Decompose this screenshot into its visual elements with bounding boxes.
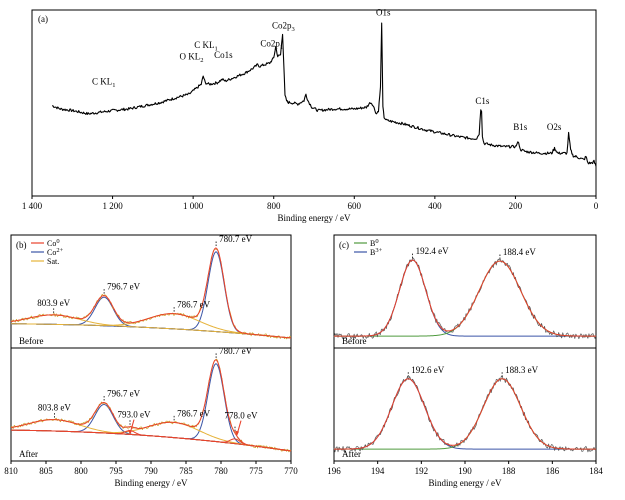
panel-c-fit-envelope (334, 378, 596, 450)
panel-c-legend-entry: B3+ (370, 247, 383, 257)
panel-a-peak-label: C KL1 (194, 40, 218, 53)
panel-a-peak-label: O1s (376, 7, 391, 17)
panel-b-legend-entry: Co2+ (47, 247, 64, 257)
panel-b-x-tick-label: 775 (249, 466, 263, 476)
panel-c-x-tick-label: 196 (327, 466, 341, 476)
panel-c-peak-value-label: 192.6 eV (411, 365, 444, 375)
panel-b-peak-value-label: 803.9 eV (37, 298, 70, 308)
panel-b-peak-value-label: 778.0 eV (225, 411, 258, 421)
panel-b-component-peak (10, 314, 292, 339)
panel-a-label: (a) (38, 14, 48, 24)
panel-b-peak-value-label: 780.7 eV (219, 346, 252, 356)
panel-b-peak-value-label: 803.8 eV (38, 403, 71, 413)
panel-b-x-tick-label: 810 (4, 466, 18, 476)
panel-b-peak-value-label: 796.7 eV (107, 389, 140, 399)
panel-a-x-tick-label: 800 (267, 201, 281, 211)
panel-a-x-tick-label: 1 000 (183, 201, 204, 211)
panel-b-subplot-label: Before (19, 336, 44, 346)
panel-b-peak-value-label: 786.7 eV (177, 408, 210, 418)
panel-b-raw-data (10, 248, 292, 340)
panel-a-peak-label: Co1s (214, 50, 233, 60)
panel-c-x-tick-label: 192 (415, 466, 429, 476)
panel-b-label: (b) (16, 240, 27, 250)
panel-a-x-axis-label: Binding energy / eV (277, 213, 351, 223)
panel-a-frame (31, 9, 597, 197)
panel-c-x-tick-label: 186 (546, 466, 560, 476)
panel-b-fit-envelope (10, 247, 292, 339)
panel-c-peak-value-label: 192.4 eV (416, 246, 449, 256)
panel-a-x-tick-label: 600 (348, 201, 362, 211)
panel-c-x-tick-label: 194 (371, 466, 385, 476)
panel-c-component-peak (334, 259, 596, 337)
panel-b-subplot-label: After (19, 449, 38, 459)
panel-c-raw-data (333, 375, 597, 453)
panel-c-peak-value-label: 188.4 eV (503, 247, 536, 257)
panel-b-legend-entry: Sat. (47, 257, 59, 266)
panel-c-x-axis-label: Binding energy / eV (428, 478, 502, 488)
panel-b-peak-value-label: 786.7 eV (177, 300, 210, 310)
panel-b-x-tick-label: 785 (179, 466, 193, 476)
panel-a-peak-label: Co2p3 (272, 21, 295, 33)
panel-b-x-tick-label: 780 (214, 466, 228, 476)
panel-b-component-peak (10, 419, 292, 452)
panel-b-peak-value-label: 793.0 eV (118, 410, 151, 420)
panel-b-background-line (10, 429, 292, 452)
panel-a-peak-label: Co2p1 (260, 39, 283, 52)
panel-a-x-tick-label: 1 400 (22, 201, 43, 211)
panel-b-x-tick-label: 790 (144, 466, 158, 476)
panel-a-peak-label: O2s (547, 122, 562, 132)
panel-b-x-tick-label: 805 (39, 466, 53, 476)
panel-a-peak-label: O KL2 (180, 52, 204, 65)
panel-b-component-peak (10, 429, 292, 452)
panel-b-x-tick-label: 795 (109, 466, 123, 476)
panel-a-x-tick-label: 1 200 (102, 201, 123, 211)
panel-b-background-line (10, 323, 292, 339)
panel-c-legend-entry: B0 (370, 238, 379, 248)
panel-c-subplot-label: Before (342, 336, 367, 346)
panel-b-x-tick-label: 770 (284, 466, 298, 476)
panel-b-arrow-head (128, 429, 132, 435)
panel-b-arrow-head (235, 430, 239, 436)
panel-b-peak-value-label: 780.7 eV (219, 234, 252, 244)
panel-b-component-peak (10, 429, 292, 452)
panel-c-x-tick-label: 190 (458, 466, 472, 476)
panel-b-legend-entry: Co0 (47, 238, 60, 248)
panel-a-peak-label: C1s (475, 96, 490, 106)
panel-a-peak-label: B1s (513, 122, 528, 132)
panel-b-fit-envelope (10, 359, 292, 452)
panel-c-x-tick-label: 188 (502, 466, 516, 476)
panel-c-label: (c) (339, 240, 349, 250)
panel-a-x-tick-label: 400 (428, 201, 442, 211)
panel-c-peak-value-label: 188.3 eV (505, 365, 538, 375)
panel-b-x-tick-label: 800 (74, 466, 88, 476)
panel-c-component-peak (334, 260, 596, 337)
panel-a-x-tick-label: 200 (509, 201, 523, 211)
panel-c-subplot-label: After (342, 449, 361, 459)
panel-a-peak-label: C KL1 (92, 76, 116, 89)
panel-b-x-axis-label: Binding energy / eV (114, 478, 188, 488)
panel-a-spectrum-line (52, 22, 597, 167)
panel-a-x-tick-label: 0 (594, 201, 599, 211)
panel-b-component-peak (10, 421, 292, 452)
panel-b-peak-value-label: 796.7 eV (107, 282, 140, 292)
panel-c-raw-data (333, 257, 597, 340)
panel-c-x-tick-label: 184 (589, 466, 603, 476)
panel-c-fit-envelope (334, 259, 596, 337)
